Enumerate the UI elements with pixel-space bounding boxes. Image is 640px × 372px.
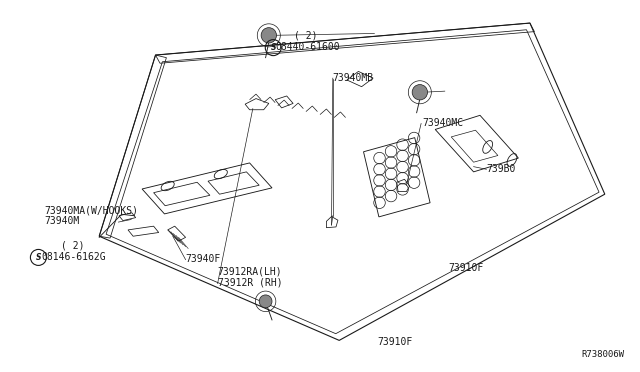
Text: 73940M: 73940M: [45, 217, 80, 226]
Text: 73910F: 73910F: [378, 337, 413, 347]
Text: 73912RA(LH): 73912RA(LH): [218, 267, 282, 276]
Text: 739B0: 739B0: [486, 164, 516, 174]
Text: 08440-61600: 08440-61600: [275, 42, 340, 51]
Text: S: S: [36, 253, 41, 262]
Text: 73940MA(W/HOOKS): 73940MA(W/HOOKS): [45, 205, 139, 215]
Text: 73912R (RH): 73912R (RH): [218, 278, 282, 288]
Circle shape: [261, 28, 276, 43]
Text: R738006W: R738006W: [581, 350, 624, 359]
Text: S: S: [271, 43, 276, 52]
Text: 08146-6162G: 08146-6162G: [42, 252, 106, 262]
Text: ( 2): ( 2): [294, 31, 318, 40]
Text: 73940F: 73940F: [186, 254, 221, 263]
Circle shape: [259, 295, 272, 308]
Circle shape: [412, 84, 428, 100]
Text: 73910F: 73910F: [448, 263, 483, 273]
Text: 73940MC: 73940MC: [422, 118, 463, 128]
Text: 73940MB: 73940MB: [333, 73, 374, 83]
Text: ( 2): ( 2): [61, 241, 84, 250]
